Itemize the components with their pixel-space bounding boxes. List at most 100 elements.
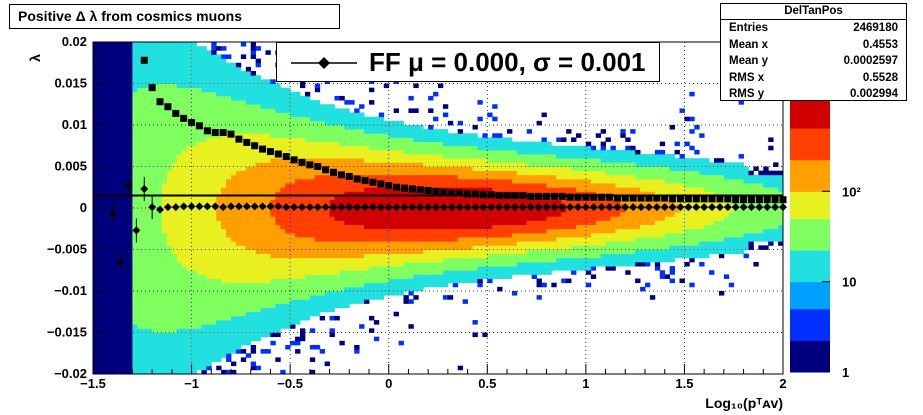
x-tick-label: −1	[184, 376, 199, 391]
mean-profile-point	[258, 202, 267, 211]
rms-profile-point	[771, 196, 779, 204]
y-tick-label: −0.005	[47, 242, 87, 257]
mean-profile-point	[148, 203, 157, 212]
rms-profile-point	[598, 193, 606, 201]
y-tick-label: −0.02	[54, 366, 87, 381]
rms-profile-point	[274, 150, 282, 158]
rms-profile-point	[203, 127, 211, 135]
rms-profile-point	[676, 195, 684, 203]
mean-profile-point	[313, 203, 322, 212]
x-tick-label: 2	[779, 376, 786, 391]
mean-profile-point	[573, 203, 582, 212]
mean-profile-point	[503, 203, 511, 212]
rms-profile-point	[574, 193, 582, 201]
rms-profile-point	[732, 196, 740, 204]
rms-profile-point	[282, 153, 290, 161]
rms-profile-point	[755, 196, 763, 204]
mean-profile-point	[621, 203, 630, 212]
mean-profile-point	[692, 203, 701, 212]
rms-profile-point	[251, 142, 259, 150]
mean-profile-point	[613, 203, 622, 212]
mean-profile-point	[739, 203, 748, 212]
rms-profile-point	[195, 122, 203, 130]
rms-profile-point	[290, 156, 298, 164]
rms-profile-point	[692, 195, 700, 203]
rms-profile-point	[172, 109, 180, 117]
rms-profile-point	[700, 195, 708, 203]
rms-profile-point	[613, 194, 621, 202]
rms-profile-point	[361, 177, 369, 185]
rms-profile-point	[684, 195, 692, 203]
rms-profile-point	[550, 192, 558, 200]
mean-profile-point	[424, 203, 433, 212]
mean-profile-point	[203, 202, 212, 211]
rms-profile-point	[669, 195, 677, 203]
mean-profile-point	[297, 203, 306, 212]
stats-row-mean-x: Mean x 0.4553	[729, 38, 898, 51]
mean-profile-point	[400, 203, 409, 212]
x-tick-label: −1.5	[80, 376, 106, 391]
palette-tick-label: 10	[842, 275, 856, 290]
mean-profile-point	[747, 203, 756, 212]
mean-profile-point	[274, 202, 283, 211]
mean-profile-point	[219, 203, 228, 212]
rms-profile-point	[227, 130, 235, 138]
legend-box: FF μ = 0.000, σ = 0.001	[276, 42, 660, 82]
mean-profile-point	[439, 203, 448, 212]
y-tick-label: −0.015	[47, 325, 87, 340]
palette-tick-label: 1	[842, 365, 849, 380]
mean-profile-point	[368, 203, 377, 212]
mean-profile-point	[384, 203, 393, 212]
mean-profile-point	[124, 181, 133, 190]
x-tick-label: 0	[385, 376, 392, 391]
rms-profile-point	[566, 193, 574, 201]
mean-profile-point	[597, 203, 606, 212]
rms-profile-point	[330, 168, 338, 176]
mean-profile-point	[715, 203, 724, 212]
mean-profile-point	[361, 203, 370, 212]
rms-profile-point	[590, 193, 598, 201]
rms-profile-point	[716, 195, 724, 203]
rms-profile-point	[724, 195, 732, 203]
mean-profile-point	[589, 203, 598, 212]
mean-profile-point	[731, 203, 740, 212]
mean-profile-point	[566, 203, 575, 212]
rms-profile-point	[180, 114, 188, 122]
mean-profile-point	[227, 202, 235, 211]
rms-profile-point	[456, 189, 464, 197]
rms-profile-point	[637, 194, 645, 202]
mean-profile-point	[676, 203, 685, 212]
rms-profile-point	[479, 191, 487, 199]
mean-profile-point	[156, 205, 165, 214]
rms-profile-point	[535, 192, 543, 200]
axes: −1.5 −1 −0.5 0 0.5 1 1.5 2 0.02 0.015 0.01 0.005 0 −0…	[27, 34, 787, 411]
rms-profile-point	[393, 183, 401, 191]
mean-profile-point	[195, 202, 204, 211]
rms-profile-point	[606, 193, 614, 201]
rms-profile-point	[424, 187, 432, 195]
mean-profile-point	[479, 203, 488, 212]
x-tick-label: 1.5	[675, 376, 693, 391]
mean-profile-point	[321, 203, 330, 212]
x-tick-label: −0.5	[277, 376, 303, 391]
y-tick-label: 0.01	[62, 117, 87, 132]
rms-profile-point	[645, 194, 653, 202]
rms-profile-point	[464, 190, 472, 198]
rms-profile-point	[314, 163, 322, 170]
mean-profile-point	[132, 226, 141, 235]
mean-profile-point	[290, 203, 299, 212]
rms-profile-point	[653, 194, 661, 202]
mean-profile-point	[558, 203, 567, 212]
rms-profile-point	[211, 128, 219, 136]
rms-profile-point	[408, 185, 416, 193]
rms-profile-point	[629, 194, 637, 202]
rms-profile-point	[164, 103, 172, 111]
stats-title: DelTanPos	[721, 4, 906, 20]
legend-label: FF μ = 0.000, σ = 0.001	[369, 47, 646, 77]
color-palette-bar: 10² 10 1	[790, 101, 861, 380]
mean-profile-point	[140, 184, 149, 193]
mean-profile-point	[684, 203, 693, 212]
rms-profile-point	[306, 161, 314, 169]
y-tick-label: 0.015	[54, 76, 87, 91]
